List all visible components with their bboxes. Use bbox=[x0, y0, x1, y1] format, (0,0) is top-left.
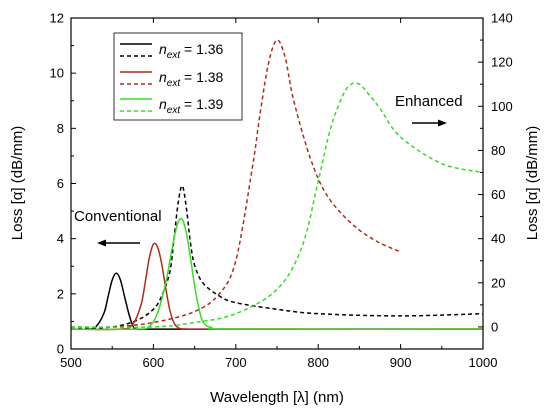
series-layer bbox=[71, 39, 483, 331]
y-right-axis-title: Loss [α] (dB/mm) bbox=[524, 126, 541, 241]
y-left-tick-label: 6 bbox=[57, 176, 64, 191]
y-right-tick-label: 120 bbox=[491, 55, 513, 70]
legend-label: next = 1.36 bbox=[159, 41, 224, 61]
y-left-tick-label: 12 bbox=[50, 11, 64, 26]
y-left-axis-title: Loss [α] (dB/mm) bbox=[9, 126, 26, 241]
legend: next = 1.36 next = 1.38 next = 1.39 bbox=[113, 32, 243, 121]
series-line-4 bbox=[71, 39, 401, 329]
y-left-tick-label: 2 bbox=[57, 286, 64, 301]
y-right-tick-label: 60 bbox=[491, 187, 505, 202]
x-tick-label: 900 bbox=[390, 355, 412, 370]
y-left-tick-label: 8 bbox=[57, 121, 64, 136]
y-right-tick-label: 100 bbox=[491, 99, 513, 114]
series-line-5 bbox=[71, 217, 483, 331]
x-tick-label: 800 bbox=[307, 355, 329, 370]
y-left-tick-label: 4 bbox=[57, 231, 64, 246]
x-axis-title: Wavelength [λ] (nm) bbox=[210, 389, 344, 406]
y-right-tick-label: 20 bbox=[491, 275, 505, 290]
x-tick-label: 500 bbox=[60, 355, 82, 370]
arrow-left-icon bbox=[97, 239, 140, 247]
x-tick-label: 1000 bbox=[469, 355, 498, 370]
y-right-tick-label: 40 bbox=[491, 231, 505, 246]
legend-box bbox=[113, 32, 243, 121]
y-right-tick-label: 0 bbox=[491, 319, 498, 334]
y-right-tick-label: 80 bbox=[491, 143, 505, 158]
legend-label: next = 1.39 bbox=[159, 96, 224, 116]
series-line-2 bbox=[71, 184, 483, 330]
ticks-layer: 500 600 700 800 900 1000024681012020406080100… bbox=[50, 11, 513, 371]
x-tick-label: 700 bbox=[225, 355, 247, 370]
annotation-enhanced: Enhanced bbox=[395, 93, 463, 110]
y-right-tick-label: 140 bbox=[491, 11, 513, 26]
legend-label: next = 1.38 bbox=[159, 69, 224, 89]
series-line-6 bbox=[71, 82, 483, 329]
annotation-conventional: Conventional bbox=[74, 208, 162, 225]
series-line-3 bbox=[71, 242, 483, 331]
y-left-tick-label: 10 bbox=[50, 66, 64, 81]
y-left-tick-label: 0 bbox=[57, 342, 64, 357]
series-line-1 bbox=[71, 272, 483, 331]
arrow-right-icon bbox=[412, 119, 447, 127]
x-tick-label: 600 bbox=[143, 355, 165, 370]
